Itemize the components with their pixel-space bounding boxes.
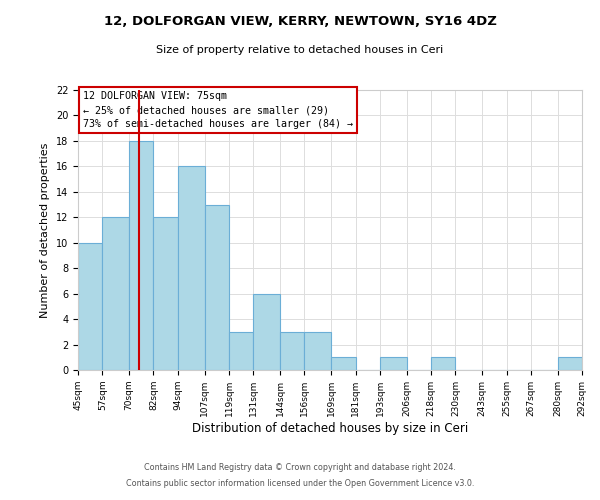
Bar [304,332,331,370]
Bar [380,358,407,370]
Bar [178,166,205,370]
Bar [205,204,229,370]
Bar [431,358,455,370]
Text: Contains HM Land Registry data © Crown copyright and database right 2024.: Contains HM Land Registry data © Crown c… [144,464,456,472]
Bar [129,141,154,370]
Bar [557,358,582,370]
Bar [103,218,129,370]
Text: Size of property relative to detached houses in Ceri: Size of property relative to detached ho… [157,45,443,55]
Text: Contains public sector information licensed under the Open Government Licence v3: Contains public sector information licen… [126,478,474,488]
Bar [154,218,178,370]
Bar [280,332,304,370]
X-axis label: Distribution of detached houses by size in Ceri: Distribution of detached houses by size … [192,422,468,434]
Bar [253,294,280,370]
Bar [78,242,103,370]
Y-axis label: Number of detached properties: Number of detached properties [40,142,50,318]
Bar [229,332,253,370]
Bar [331,358,356,370]
Text: 12 DOLFORGAN VIEW: 75sqm
← 25% of detached houses are smaller (29)
73% of semi-d: 12 DOLFORGAN VIEW: 75sqm ← 25% of detach… [83,92,353,130]
Text: 12, DOLFORGAN VIEW, KERRY, NEWTOWN, SY16 4DZ: 12, DOLFORGAN VIEW, KERRY, NEWTOWN, SY16… [104,15,496,28]
